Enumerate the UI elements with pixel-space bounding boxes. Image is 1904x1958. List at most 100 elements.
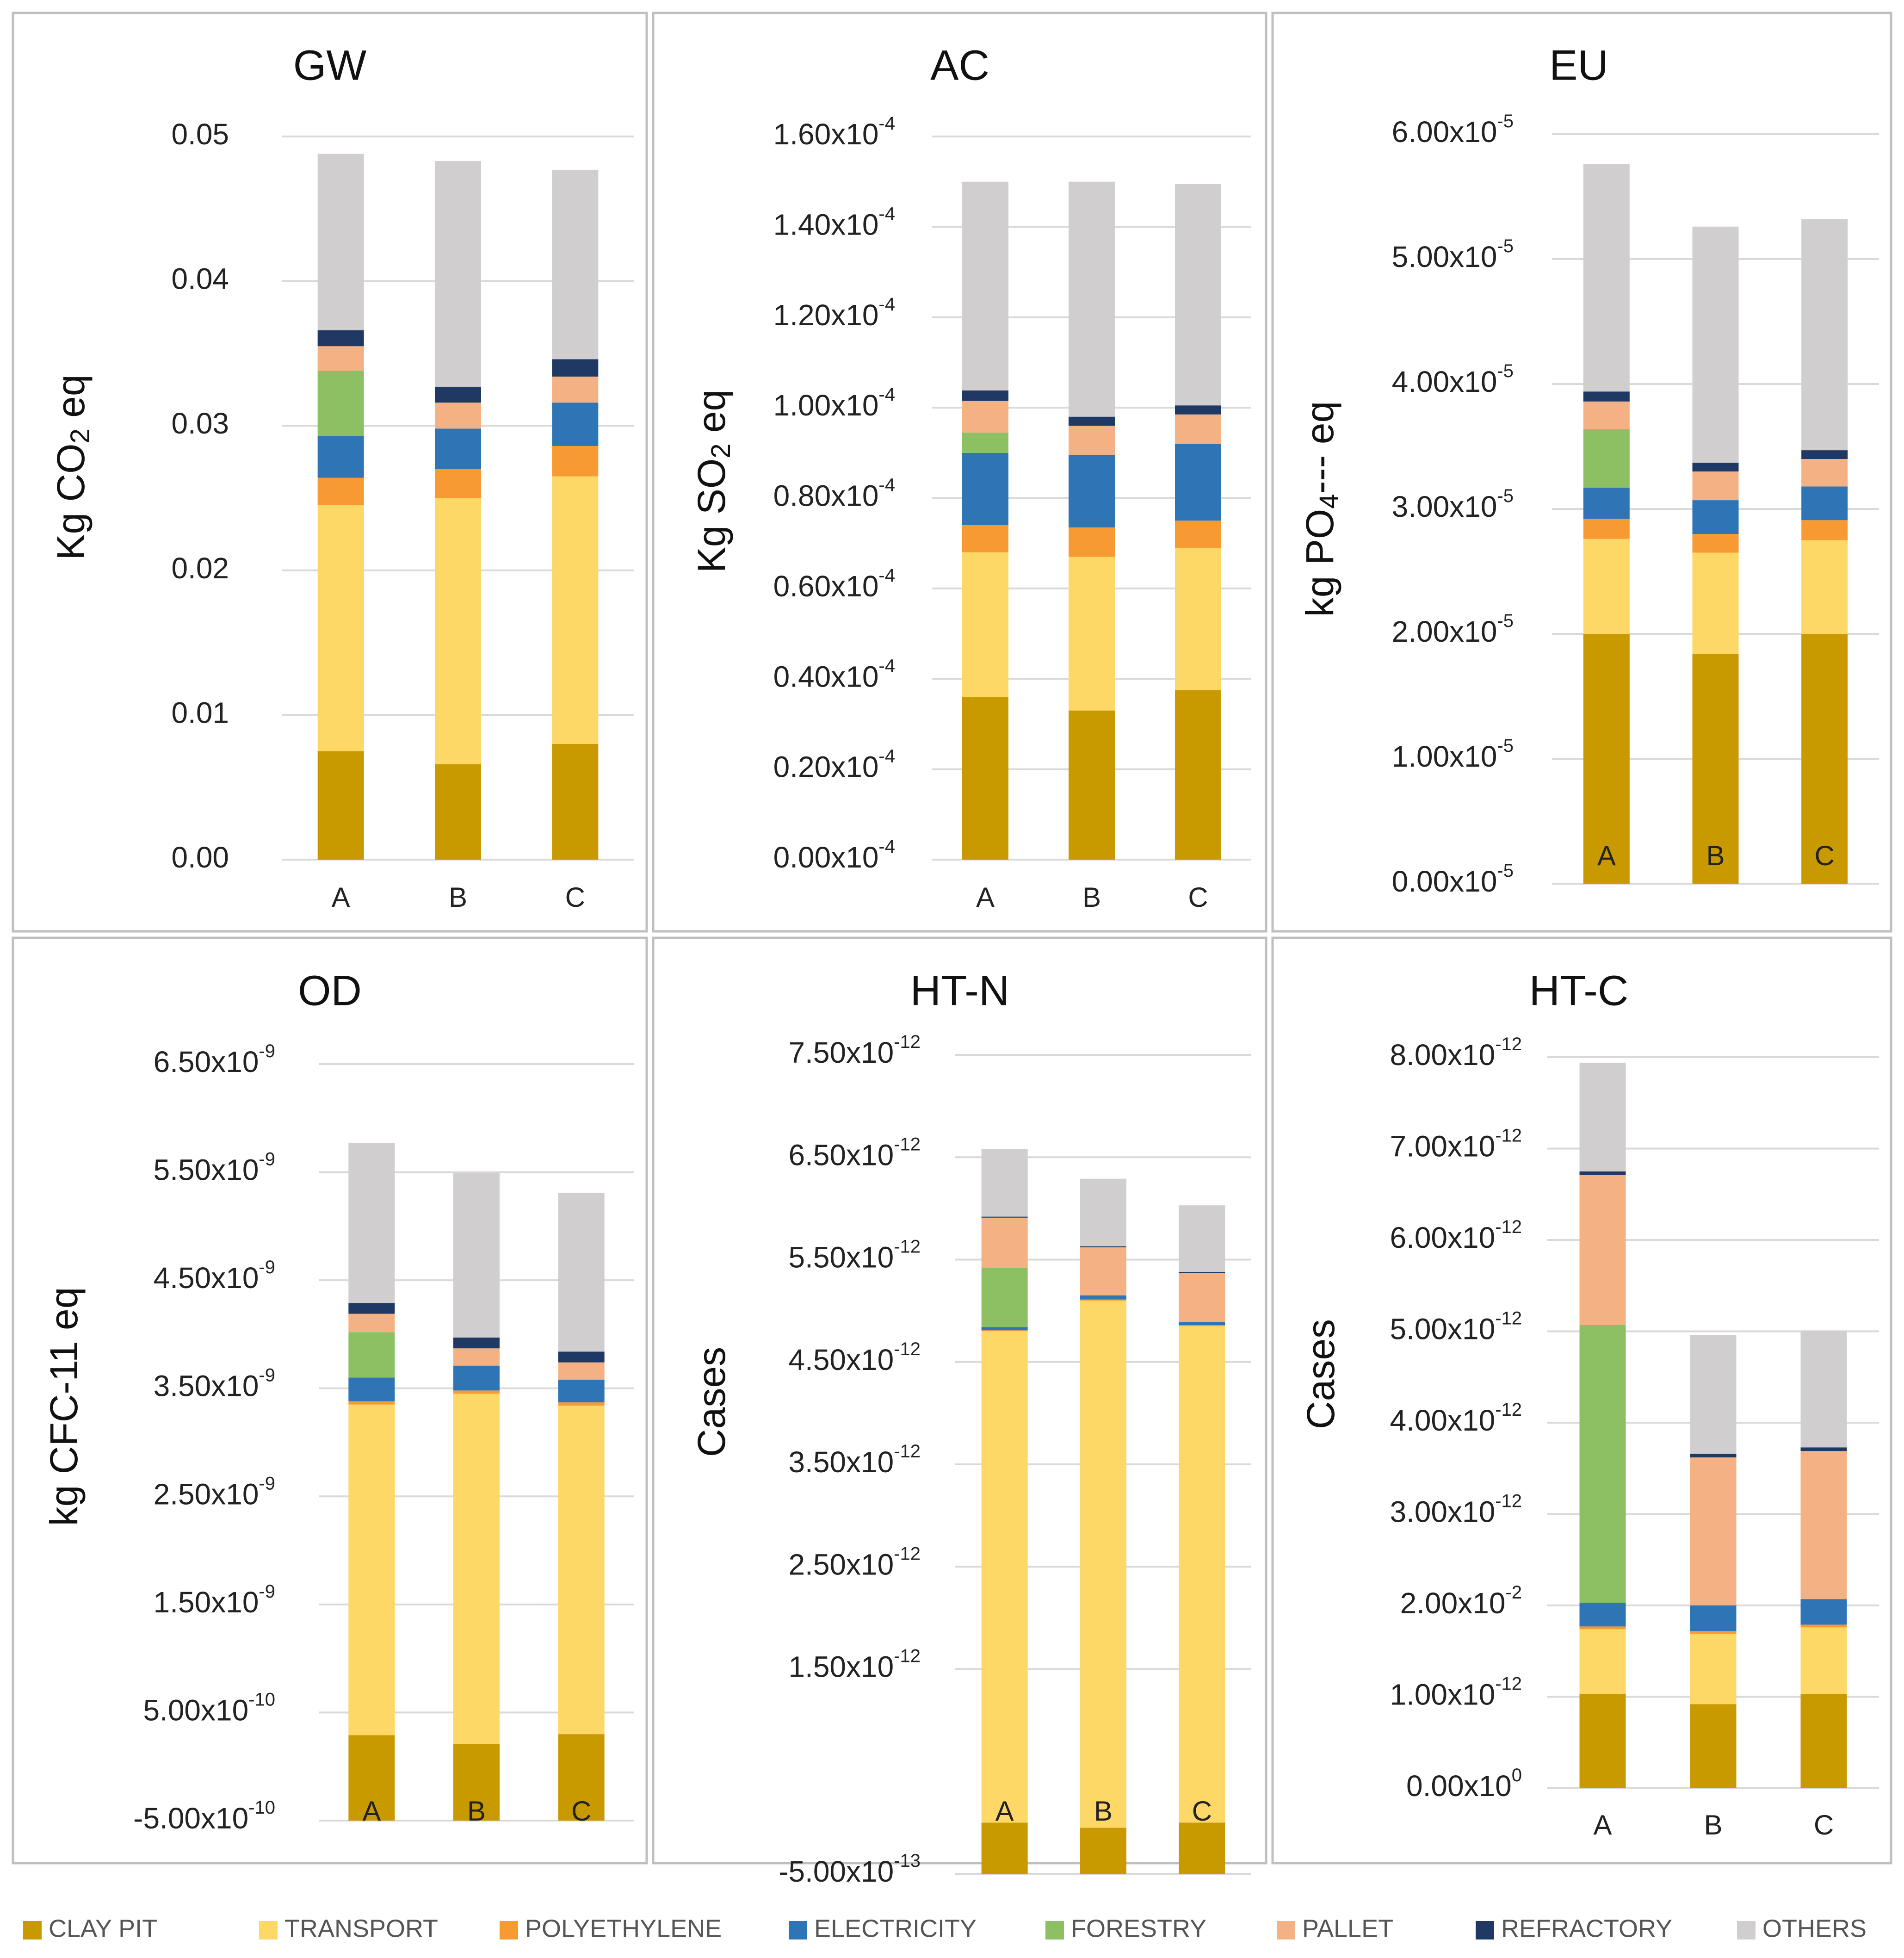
bar-segment-transport [1801,540,1848,634]
bar-segment-clay-pit [1179,1822,1225,1874]
bar-segment-others [435,161,481,387]
bar-segment-others [981,1149,1028,1217]
y-tick-label: 6.00x10-12 [1390,1217,1522,1254]
panel-frame [12,936,648,1865]
bar-segment-refractory [1692,463,1739,471]
bar-segment-polyethylene [1179,1325,1225,1326]
bar-segment-pallet [1692,471,1739,501]
y-tick-label: 1.00x10-12 [1390,1673,1522,1711]
y-tick-label: -5.00x10-13 [779,1851,921,1888]
bar-segment-transport [1692,552,1739,654]
y-tick-label: 0.00x100 [1406,1765,1522,1803]
bar-segment-others [1175,184,1221,406]
bar-segment-forestry [981,1268,1028,1327]
bar-segment-transport [453,1394,500,1744]
bar-segment-electricity [552,403,599,446]
y-tick-label: 6.50x10-9 [154,1041,275,1078]
bar-segment-refractory [1069,416,1115,426]
bar-segment-transport [1583,539,1630,634]
bar-segment-others [1690,1335,1737,1454]
bar-segment-transport [348,1404,395,1735]
bar-segment-electricity [1069,455,1115,527]
bar-segment-polyethylene [435,469,481,498]
y-tick-label: 2.00x10-5 [1392,611,1514,648]
bar-segment-electricity [1080,1295,1126,1300]
y-tick-label: 3.50x10-9 [154,1365,275,1402]
bar-segment-electricity [1175,444,1221,521]
bar-segment-clay-pit [1069,710,1115,860]
legend-label: TRANSPORT [284,1915,438,1942]
y-tick-label: 0.01 [171,696,229,729]
bar-segment-polyethylene [1080,1299,1126,1301]
bar-segment-electricity [348,1377,395,1401]
y-tick-label: 8.00x10-12 [1390,1034,1522,1072]
legend-swatch [1737,1921,1756,1939]
bar-segment-pallet [435,403,481,429]
y-tick-label: 5.00x10-12 [1390,1308,1522,1345]
y-axis-label: kg CFC-11 eq [42,1287,86,1526]
legend-swatch [259,1921,278,1939]
bar-segment-clay-pit [962,697,1008,860]
y-tick-label: 5.00x10-10 [143,1689,275,1727]
y-tick-label: 0.20x10-4 [773,746,895,783]
legend-item-refractory: REFRACTORY [1476,1915,1672,1942]
bar-segment-polyethylene [962,525,1008,552]
bar-segment-refractory [1801,450,1848,459]
bar-segment-transport [962,552,1008,697]
bar-segment-clay-pit [552,744,599,860]
legend-item-forestry: FORESTRY [1045,1915,1206,1942]
bar-segment-polyethylene [981,1330,1028,1332]
chart-panel-ht-c: 0.00x100 1.00x10-12 2.00x10-2 3.00x10-12 4.0… [1271,936,1892,1865]
bar-segment-transport [1690,1634,1737,1704]
bar-segment-pallet [1800,1451,1847,1599]
x-category-label: B [1094,1796,1113,1827]
y-axis-label: Cases [1299,1319,1342,1429]
bar-segment-clay-pit [435,764,481,860]
bar-segment-polyethylene [1175,520,1221,548]
legend-label: REFRACTORY [1501,1915,1672,1942]
bar-segment-polyethylene [1583,519,1630,539]
bar-segment-others [1080,1178,1126,1246]
panel-frame [1271,12,1892,933]
legend-swatch [1476,1921,1494,1939]
x-category-label: B [1704,1809,1722,1840]
y-tick-label: 6.50x10-12 [788,1134,921,1171]
bar-segment-clay-pit [1690,1704,1737,1788]
y-tick-label: 5.50x10-12 [788,1236,921,1274]
bar-segment-clay-pit [1579,1694,1626,1788]
y-tick-label: 2.00x10-2 [1400,1582,1522,1620]
y-tick-label: 0.04 [171,262,229,296]
legend-item-clay-pit: CLAY PIT [23,1915,157,1942]
bar-segment-pallet [552,376,599,403]
bar-segment-transport [981,1331,1028,1823]
y-tick-label: -5.00x10-10 [133,1797,275,1835]
y-axis-label: Kg SO2 eq [690,390,736,573]
legend-item-transport: TRANSPORT [259,1915,438,1942]
bar-segment-pallet [453,1348,500,1366]
y-tick-label: 4.00x10-12 [1390,1400,1522,1437]
y-tick-label: 4.00x10-5 [1392,361,1514,398]
chart-title: AC [930,42,989,89]
bar-segment-others [453,1173,500,1338]
bar-segment-electricity [981,1327,1028,1331]
bar-segment-polyethylene [453,1390,500,1394]
x-category-label: A [1593,1809,1612,1840]
x-category-label: B [1706,840,1725,871]
bar-segment-others [1583,164,1630,392]
bar-segment-transport [317,505,364,751]
y-tick-label: 4.50x10-12 [788,1338,921,1376]
bar-segment-others [962,181,1008,391]
legend-label: ELECTRICITY [814,1915,977,1942]
panel-frame [652,936,1267,1865]
bar-segment-transport [1179,1326,1225,1823]
bar-segment-clay-pit [1692,654,1739,884]
bar-segment-others [1692,226,1739,463]
legend-swatch [1045,1921,1064,1939]
bar-segment-pallet [1801,459,1848,487]
bar-segment-clay-pit [453,1744,500,1821]
bar-segment-electricity [1692,500,1739,534]
bar-segment-polyethylene [552,446,599,477]
bar-segment-electricity [1579,1603,1626,1627]
x-category-label: A [332,882,350,913]
x-category-label: A [995,1796,1014,1827]
